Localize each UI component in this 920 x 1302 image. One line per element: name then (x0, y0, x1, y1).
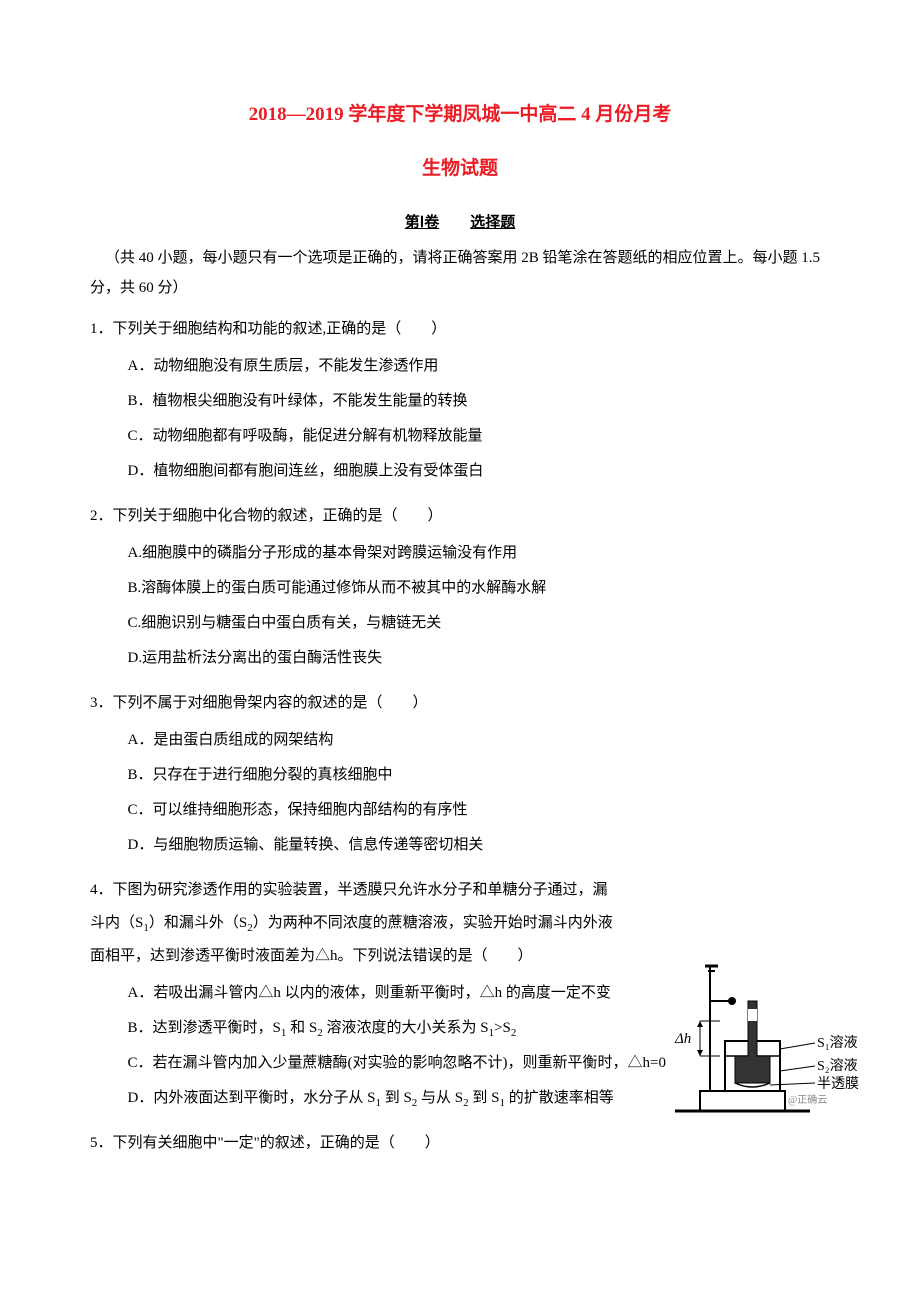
q3-option-a: A．是由蛋白质组成的网架结构 (128, 724, 831, 757)
section-header-part1: 第Ⅰ卷 (405, 215, 439, 231)
label-membrane: 半透膜 (817, 1076, 859, 1092)
q1-options: A．动物细胞没有原生质层，不能发生渗透作用 B．植物根尖细胞没有叶绿体，不能发生… (90, 350, 830, 488)
section-header: 第Ⅰ卷 选择题 (90, 211, 830, 235)
question-5: 5．下列有关细胞中"一定"的叙述，正确的是（ ） (90, 1127, 830, 1160)
q2-options: A.细胞膜中的磷脂分子形成的基本骨架对跨膜运输没有作用 B.溶酶体膜上的蛋白质可… (90, 537, 830, 675)
q2-option-a: A.细胞膜中的磷脂分子形成的基本骨架对跨膜运输没有作用 (128, 537, 831, 570)
q2-option-c: C.细胞识别与糖蛋白中蛋白质有关，与糖链无关 (128, 607, 831, 640)
q2-text: 2．下列关于细胞中化合物的叙述，正确的是（ ） (90, 500, 830, 533)
q4-text: 4．下图为研究渗透作用的实验装置，半透膜只允许水分子和单糖分子通过，漏斗内（S1… (90, 874, 830, 973)
diagram-svg: Δh S₁溶液 S₂溶液 半透膜 @正确云 (670, 961, 870, 1121)
q3-option-c: C．可以维持细胞形态，保持细胞内部结构的有序性 (128, 794, 831, 827)
q3-option-d: D．与细胞物质运输、能量转换、信息传递等密切相关 (128, 829, 831, 862)
q1-option-d: D．植物细胞间都有胞间连丝，细胞膜上没有受体蛋白 (128, 455, 831, 488)
content-area: 1．下列关于细胞结构和功能的叙述,正确的是（ ） A．动物细胞没有原生质层，不能… (90, 313, 830, 1161)
q3-text: 3．下列不属于对细胞骨架内容的叙述的是（ ） (90, 687, 830, 720)
question-1: 1．下列关于细胞结构和功能的叙述,正确的是（ ） A．动物细胞没有原生质层，不能… (90, 313, 830, 488)
q1-text: 1．下列关于细胞结构和功能的叙述,正确的是（ ） (90, 313, 830, 346)
exam-subtitle: 生物试题 (90, 154, 830, 184)
label-delta-h: Δh (674, 1031, 691, 1047)
osmosis-diagram: Δh S₁溶液 S₂溶液 半透膜 @正确云 (670, 961, 870, 1121)
exam-title: 2018—2019 学年度下学期凤城一中高二 4 月份月考 (90, 100, 830, 130)
q3-options: A．是由蛋白质组成的网架结构 B．只存在于进行细胞分裂的真核细胞中 C．可以维持… (90, 724, 830, 862)
instructions: （共 40 小题，每小题只有一个选项是正确的，请将正确答案用 2B 铅笔涂在答题… (90, 243, 830, 303)
q4-text-p2: ）和漏斗外（S (149, 915, 247, 931)
watermark: @正确云 (788, 1093, 827, 1106)
q1-option-c: C．动物细胞都有呼吸酶，能促进分解有机物释放能量 (128, 420, 831, 453)
question-2: 2．下列关于细胞中化合物的叙述，正确的是（ ） A.细胞膜中的磷脂分子形成的基本… (90, 500, 830, 675)
q1-option-a: A．动物细胞没有原生质层，不能发生渗透作用 (128, 350, 831, 383)
q3-option-b: B．只存在于进行细胞分裂的真核细胞中 (128, 759, 831, 792)
question-3: 3．下列不属于对细胞骨架内容的叙述的是（ ） A．是由蛋白质组成的网架结构 B．… (90, 687, 830, 862)
q5-text: 5．下列有关细胞中"一定"的叙述，正确的是（ ） (90, 1127, 830, 1160)
q2-option-b: B.溶酶体膜上的蛋白质可能通过修饰从而不被其中的水解酶水解 (128, 572, 831, 605)
q2-option-d: D.运用盐析法分离出的蛋白酶活性丧失 (128, 642, 831, 675)
q1-option-b: B．植物根尖细胞没有叶绿体，不能发生能量的转换 (128, 385, 831, 418)
label-s2: S₂溶液 (817, 1058, 858, 1074)
label-s1: S₁溶液 (817, 1035, 858, 1051)
section-header-part2: 选择题 (470, 215, 515, 231)
